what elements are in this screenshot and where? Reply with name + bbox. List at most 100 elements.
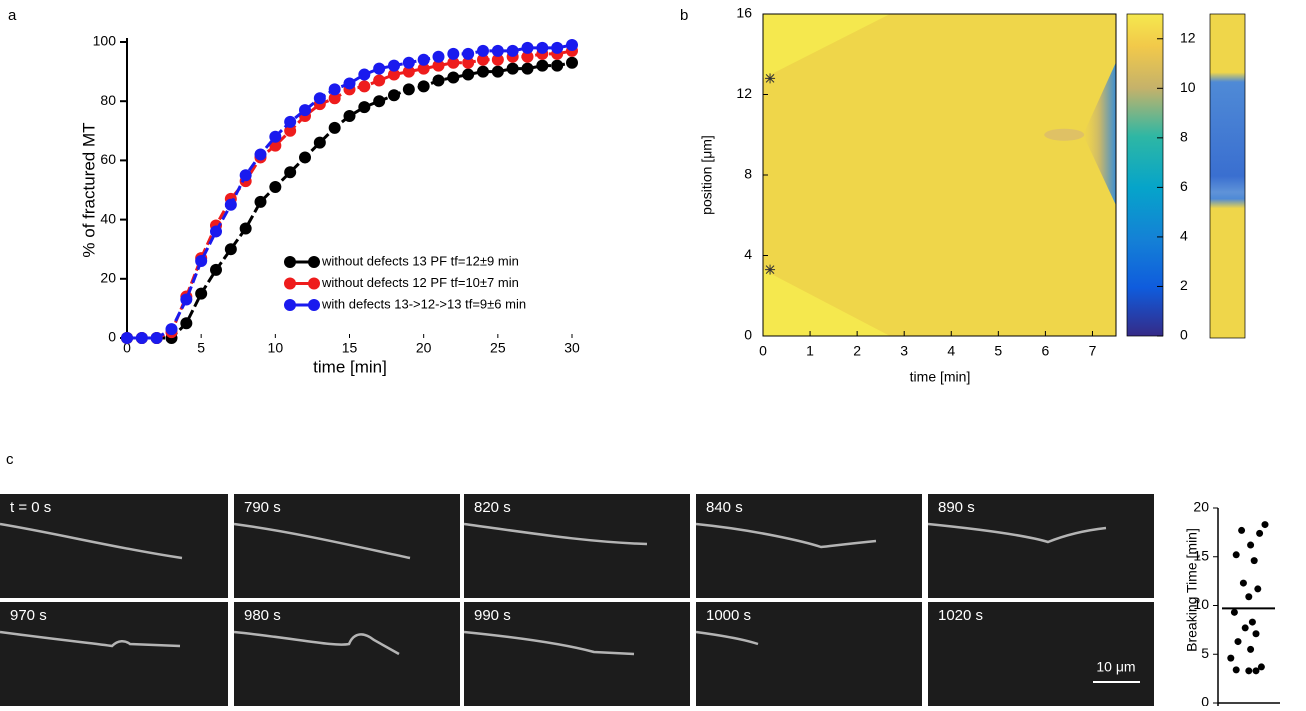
- image-label: 980 s: [244, 607, 281, 624]
- y-tick-label: 0: [744, 327, 752, 343]
- profile-strip: [1209, 13, 1246, 339]
- y-tick-label: 10: [1193, 596, 1209, 612]
- heatmap-field: [763, 14, 1116, 336]
- image-label: 790 s: [244, 499, 281, 516]
- image-label: 820 s: [474, 499, 511, 516]
- x-tick-label: 10: [268, 340, 284, 356]
- filament: [0, 522, 183, 560]
- legend-marker: [284, 277, 296, 290]
- image-panel: 980 s: [233, 602, 460, 706]
- data-point: [1241, 624, 1249, 632]
- panel-label: b: [680, 7, 688, 24]
- y-tick-label: 8: [744, 166, 752, 182]
- x-tick-label: 20: [416, 340, 432, 356]
- y-tick-label: 5: [1201, 645, 1209, 661]
- data-point: [165, 323, 178, 336]
- image-panel: 790 s: [233, 494, 460, 598]
- data-point: [388, 59, 400, 72]
- x-tick-label: 25: [490, 340, 506, 356]
- colorbar-tick-label: 0: [1180, 327, 1188, 343]
- data-point: [402, 56, 415, 69]
- data-point: [417, 53, 430, 66]
- legend-label: without defects 12 PF tf=10±7 min: [321, 275, 519, 290]
- colorbar-tick-label: 2: [1180, 277, 1188, 293]
- data-point: [299, 104, 311, 117]
- data-point: [1245, 667, 1253, 675]
- data-point: [462, 47, 475, 60]
- data-point: [269, 181, 282, 194]
- data-point: [1247, 645, 1255, 653]
- image-label: 970 s: [10, 607, 47, 624]
- image: [928, 602, 1154, 706]
- x-tick-label: 7: [1089, 343, 1097, 359]
- data-point: [521, 62, 534, 75]
- data-point: [313, 136, 326, 149]
- x-tick-label: 3: [900, 343, 908, 359]
- x-axis-label: time [min]: [910, 369, 971, 385]
- data-point: [254, 195, 267, 208]
- data-point: [417, 80, 430, 93]
- data-point: [536, 41, 549, 54]
- filament: [0, 630, 181, 648]
- data-point: [432, 59, 445, 72]
- data-point: [373, 62, 386, 75]
- image: [234, 494, 460, 598]
- x-tick-label: 30: [564, 340, 580, 356]
- data-point: [447, 47, 460, 60]
- data-point: [402, 83, 415, 96]
- image: [464, 602, 690, 706]
- data-point: [447, 71, 460, 84]
- data-point: [180, 293, 193, 306]
- legend-label: without defects 13 PF tf=12±9 min: [321, 253, 519, 268]
- data-point: [402, 65, 415, 78]
- image-panel: 890 s: [927, 494, 1154, 598]
- data-point: [195, 287, 208, 300]
- scale-bar-label: 10 μm: [1096, 659, 1135, 675]
- filament: [695, 630, 759, 646]
- data-point: [1247, 541, 1255, 549]
- data-point: [536, 59, 549, 72]
- data-point: [566, 56, 578, 69]
- x-tick-label: 15: [342, 340, 358, 356]
- y-tick-label: 20: [100, 270, 116, 286]
- colorbar: [1126, 13, 1164, 337]
- data-point: [521, 50, 534, 63]
- y-tick-label: 20: [1193, 499, 1209, 515]
- data-point: [1238, 526, 1246, 534]
- legend-marker: [308, 299, 320, 311]
- data-point: [1250, 557, 1258, 565]
- data-point: [239, 222, 252, 235]
- filament: [695, 522, 877, 549]
- heatmap-region: [763, 14, 891, 79]
- data-point: [491, 53, 504, 66]
- data-point: [373, 74, 386, 87]
- data-point: [432, 50, 445, 63]
- filament: [463, 522, 648, 546]
- data-point: [447, 56, 460, 69]
- data-point: [521, 41, 534, 54]
- data-point: [491, 44, 504, 57]
- data-point: [477, 65, 489, 78]
- x-tick-label: 5: [197, 340, 205, 356]
- colorbar-tick-label: 4: [1180, 228, 1188, 244]
- y-tick-label: 0: [1201, 694, 1209, 706]
- image-label: 1020 s: [938, 607, 983, 624]
- x-tick-label: 4: [947, 343, 955, 359]
- data-point: [284, 124, 297, 137]
- image-label: 1000 s: [706, 607, 751, 624]
- image-panel: 1020 s: [928, 602, 1154, 706]
- x-axis-label: time [min]: [313, 357, 387, 376]
- data-point: [328, 121, 341, 134]
- legend-marker: [284, 299, 296, 311]
- data-point: [551, 59, 564, 72]
- data-point: [343, 77, 356, 90]
- data-point: [506, 62, 519, 75]
- data-point: [477, 44, 489, 57]
- data-point: [343, 110, 356, 122]
- filament: [927, 522, 1107, 544]
- data-point: [254, 148, 267, 161]
- data-point: [1257, 663, 1265, 671]
- colorbar-tick-label: 10: [1180, 79, 1196, 95]
- y-tick-label: 40: [100, 210, 116, 226]
